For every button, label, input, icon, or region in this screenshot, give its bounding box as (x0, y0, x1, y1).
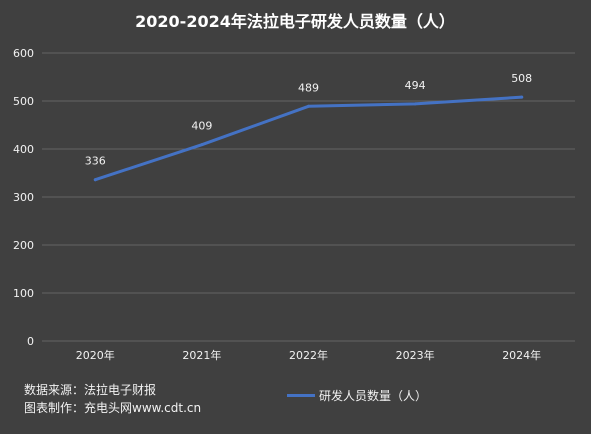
data-label: 494 (405, 79, 426, 92)
footer-notes: 数据来源：法拉电子财报 图表制作：充电头网www.cdt.cn (24, 381, 201, 417)
x-axis: 2020年 2021年 2022年 2023年 2024年 (76, 348, 541, 362)
y-tick-label: 400 (13, 143, 34, 156)
data-point (520, 95, 524, 99)
data-label: 489 (298, 81, 319, 94)
data-point (307, 104, 310, 108)
data-label: 409 (191, 120, 212, 133)
data-label-layer: 336 409 489 494 508 (85, 72, 532, 168)
series-layer (93, 95, 524, 182)
y-axis: 0 100 200 300 400 500 600 (13, 47, 34, 348)
y-tick-label: 0 (27, 335, 34, 348)
data-label: 508 (511, 72, 532, 85)
series-line (93, 95, 524, 182)
legend-series-label: 研发人员数量（人） (319, 389, 428, 403)
x-tick-label: 2023年 (396, 348, 435, 362)
data-point (93, 178, 97, 182)
y-tick-label: 100 (13, 287, 34, 300)
data-point (200, 143, 204, 147)
y-tick-label: 500 (13, 95, 34, 108)
grid-layer (42, 52, 575, 342)
data-point (413, 102, 417, 106)
legend: 研发人员数量（人） (287, 387, 427, 404)
chart-credit-text: 图表制作：充电头网www.cdt.cn (24, 401, 202, 415)
x-tick-label: 2022年 (289, 348, 328, 362)
x-tick-label: 2024年 (502, 348, 541, 362)
y-tick-label: 200 (13, 239, 34, 252)
data-source-text: 数据来源：法拉电子财报 (24, 383, 157, 397)
legend-line-swatch (287, 394, 315, 397)
x-tick-label: 2020年 (76, 348, 115, 362)
chart-title: 2020-2024年法拉电子研发人员数量（人） (135, 12, 455, 31)
y-tick-label: 300 (13, 191, 34, 204)
data-label: 336 (85, 155, 106, 168)
x-tick-label: 2021年 (182, 348, 221, 362)
y-tick-label: 600 (13, 47, 34, 60)
